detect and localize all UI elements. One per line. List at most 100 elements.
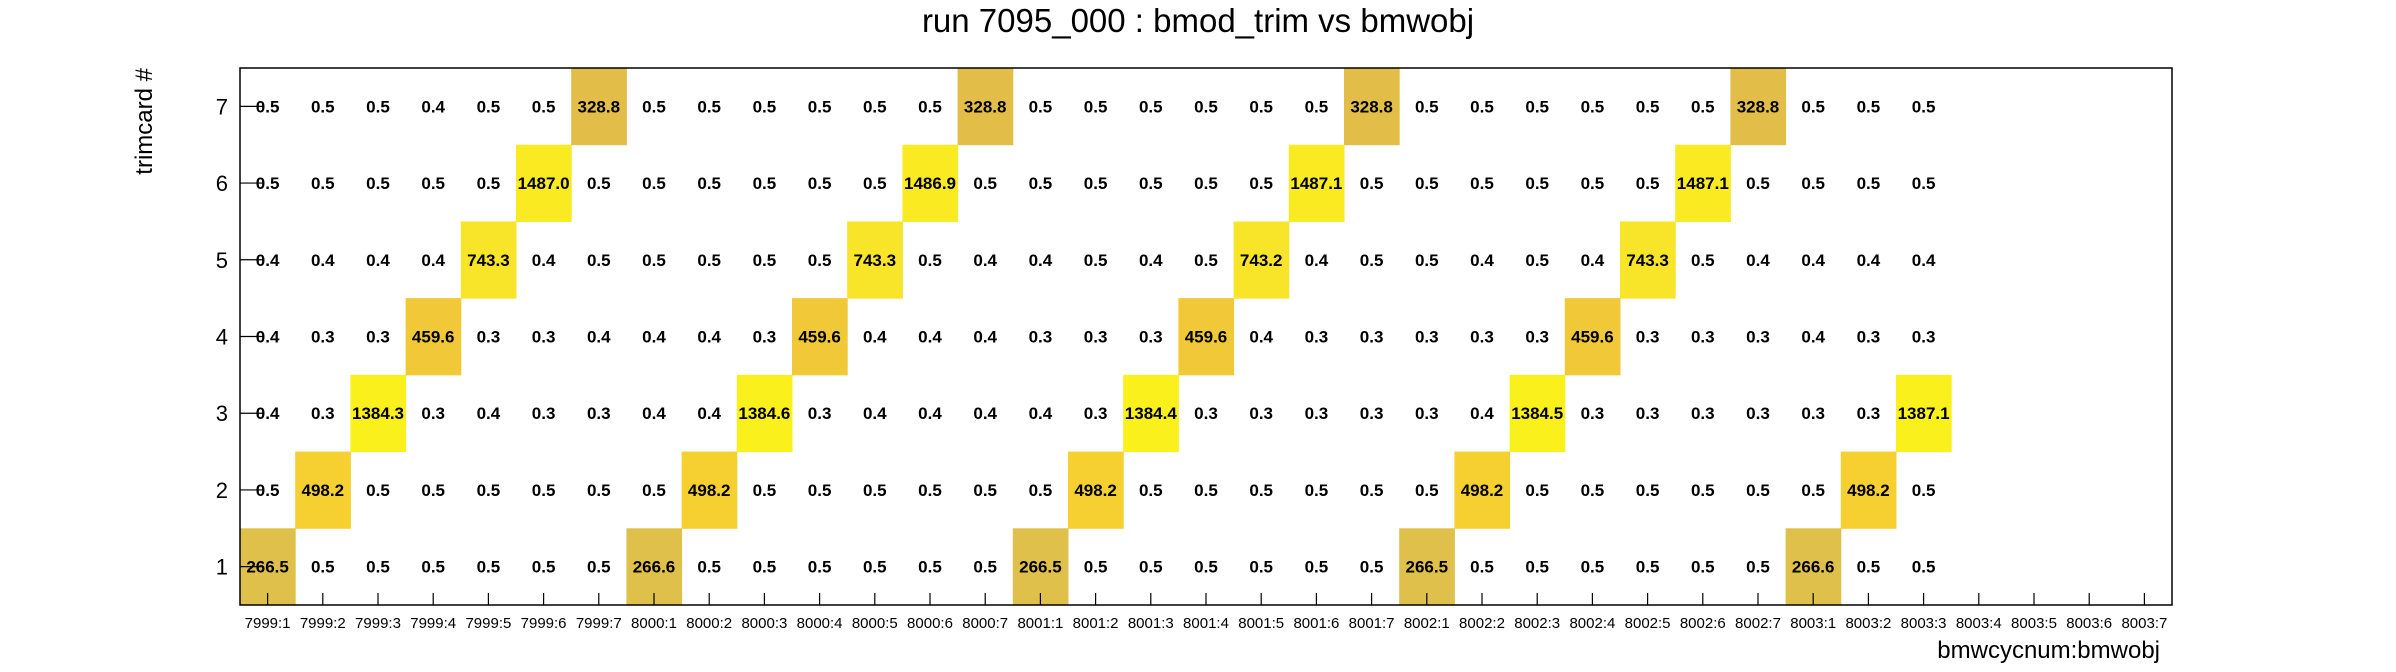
cell-value-label: 0.5 <box>1470 174 1494 193</box>
cell-value-label: 0.3 <box>1581 404 1605 423</box>
cell-value-label: 0.5 <box>1305 558 1329 577</box>
cell-value-label: 0.5 <box>1415 174 1439 193</box>
cell-value-label: 0.5 <box>973 481 997 500</box>
cell-value-label: 266.5 <box>1406 558 1449 577</box>
cell-value-label: 0.5 <box>1691 251 1715 270</box>
cell-value-label: 459.6 <box>1571 328 1614 347</box>
cell-value-label: 0.5 <box>1912 97 1936 116</box>
cell-value-label: 0.4 <box>1746 251 1770 270</box>
cell-value-label: 0.5 <box>532 481 556 500</box>
cell-value-label: 0.5 <box>587 558 611 577</box>
cell-value-label: 0.4 <box>642 404 666 423</box>
cell-value-label: 0.5 <box>1084 251 1108 270</box>
cell-value-label: 0.3 <box>1415 404 1439 423</box>
cell-value-label: 0.3 <box>1636 404 1660 423</box>
cell-value-label: 498.2 <box>1847 481 1890 500</box>
cell-value-label: 0.5 <box>753 97 777 116</box>
cell-value-label: 498.2 <box>302 481 345 500</box>
cell-value-label: 1387.1 <box>1898 404 1950 423</box>
x-tick-label: 8003:6 <box>2066 615 2112 632</box>
cell-value-label: 328.8 <box>1737 97 1780 116</box>
heatmap-cell <box>1344 68 1400 146</box>
heatmap-cell <box>957 68 1014 146</box>
cell-value-label: 459.6 <box>798 328 841 347</box>
cell-value-label: 1487.1 <box>1677 174 1729 193</box>
cell-value-label: 0.3 <box>532 328 556 347</box>
cell-value-label: 0.5 <box>697 174 721 193</box>
cell-value-label: 0.5 <box>1691 481 1715 500</box>
cell-value-label: 0.3 <box>587 404 611 423</box>
cell-value-label: 0.5 <box>1912 481 1936 500</box>
cell-value-label: 1384.3 <box>352 404 404 423</box>
cell-value-label: 0.3 <box>1912 328 1936 347</box>
cell-value-label: 0.3 <box>1084 404 1108 423</box>
cell-value-label: 0.4 <box>1801 328 1825 347</box>
cell-value-label: 0.3 <box>1801 404 1825 423</box>
x-tick-label: 7999:7 <box>576 615 622 632</box>
x-tick-label: 8002:6 <box>1680 615 1726 632</box>
cell-value-label: 266.5 <box>1019 558 1062 577</box>
cell-value-label: 0.5 <box>1636 174 1660 193</box>
x-tick-label: 8002:7 <box>1735 615 1781 632</box>
cell-value-label: 0.5 <box>256 97 280 116</box>
cell-value-label: 0.5 <box>1746 558 1770 577</box>
cell-value-label: 0.5 <box>1360 481 1384 500</box>
cell-value-label: 0.5 <box>1360 174 1384 193</box>
cell-value-label: 0.4 <box>421 97 445 116</box>
heatmap-cell <box>792 298 848 376</box>
cell-value-label: 0.3 <box>366 328 390 347</box>
cell-value-label: 0.5 <box>1470 97 1494 116</box>
cell-value-label: 0.3 <box>753 328 777 347</box>
y-tick-label: 1 <box>216 555 228 580</box>
heatmap-cell <box>1178 298 1235 376</box>
cell-value-label: 0.3 <box>311 404 335 423</box>
cell-value-label: 0.5 <box>642 97 666 116</box>
cell-value-label: 0.5 <box>1525 558 1549 577</box>
heatmap-cell <box>902 144 959 222</box>
cell-value-label: 0.5 <box>1912 558 1936 577</box>
cell-value-label: 0.4 <box>1470 251 1494 270</box>
heatmap-cells <box>240 68 1952 606</box>
cell-value-label: 0.5 <box>311 174 335 193</box>
cell-value-label: 0.5 <box>1801 481 1825 500</box>
y-tick-label: 2 <box>216 478 228 503</box>
heatmap-cell <box>681 451 738 529</box>
x-tick-label: 8001:1 <box>1017 615 1063 632</box>
x-tick-label: 8000:2 <box>686 615 732 632</box>
cell-value-label: 0.5 <box>1249 97 1273 116</box>
heatmap-cell <box>295 451 351 529</box>
cell-value-label: 0.5 <box>1139 97 1163 116</box>
cell-value-label: 0.5 <box>1194 251 1218 270</box>
heatmap-cell <box>1068 451 1124 529</box>
cell-value-label: 0.5 <box>1194 174 1218 193</box>
chart-title: run 7095_000 : bmod_trim vs bmwobj <box>922 2 1474 39</box>
cell-value-label: 0.5 <box>1360 251 1384 270</box>
cell-value-label: 0.5 <box>366 174 390 193</box>
cell-value-label: 0.5 <box>808 558 832 577</box>
cell-value-label: 0.5 <box>1139 481 1163 500</box>
cell-value-label: 0.5 <box>1029 97 1053 116</box>
cell-value-label: 0.5 <box>753 481 777 500</box>
cell-value-label: 1384.5 <box>1511 404 1563 423</box>
cell-value-label: 0.5 <box>697 251 721 270</box>
cell-value-label: 0.5 <box>973 174 997 193</box>
y-tick-label: 4 <box>216 325 228 350</box>
heatmap-cell <box>1454 451 1511 529</box>
x-tick-label: 7999:4 <box>410 615 456 632</box>
cell-value-label: 0.3 <box>1194 404 1218 423</box>
cell-value-label: 0.5 <box>863 558 887 577</box>
cell-value-label: 1487.1 <box>1290 174 1342 193</box>
cell-value-label: 0.4 <box>918 328 942 347</box>
heatmap-cell <box>1399 528 1455 606</box>
cell-value-label: 0.4 <box>697 328 721 347</box>
x-tick-label: 8002:4 <box>1569 615 1615 632</box>
cell-value-label: 0.3 <box>1249 404 1273 423</box>
cell-value-label: 0.4 <box>421 251 445 270</box>
heatmap-cell <box>405 298 462 376</box>
cell-value-label: 0.5 <box>1194 97 1218 116</box>
cell-value-label: 0.5 <box>1912 174 1936 193</box>
cell-value-label: 0.5 <box>366 481 390 500</box>
cell-value-label: 0.5 <box>587 251 611 270</box>
cell-value-label: 0.5 <box>753 251 777 270</box>
